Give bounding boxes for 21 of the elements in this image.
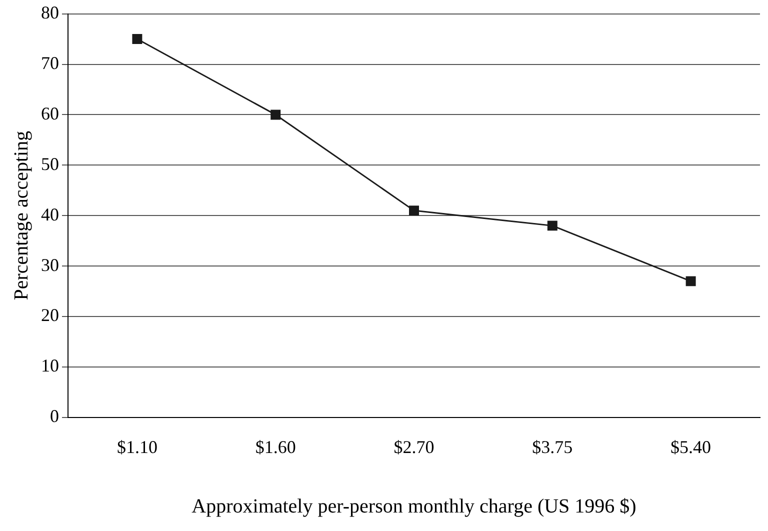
y-tick-label: 80 — [41, 2, 59, 23]
x-tick-label: $5.40 — [670, 436, 712, 457]
point — [547, 220, 558, 231]
point — [270, 110, 281, 120]
x-tick-label: $3.75 — [532, 436, 573, 457]
y-tick-label: 30 — [41, 254, 59, 275]
y-tick-label: 0 — [50, 406, 59, 426]
point — [409, 206, 419, 216]
y-tick-label: 70 — [41, 52, 59, 73]
y-tick-label: 40 — [41, 204, 59, 224]
y-tick-label: 50 — [41, 154, 59, 174]
x-tick-label: $1.10 — [116, 436, 158, 457]
x-tick-label: $1.60 — [255, 436, 296, 457]
y-axis-title: Percentage accepting — [10, 130, 32, 300]
y-tick-label: 20 — [41, 305, 59, 326]
point — [132, 34, 142, 44]
x-axis-title: Approximately per-person monthly charge (US 1996 $) — [192, 495, 636, 518]
x-tick-label: $2.70 — [394, 436, 434, 457]
point — [686, 276, 696, 286]
y-tick-label: 60 — [41, 103, 59, 124]
y-tick-label: 10 — [41, 356, 59, 376]
